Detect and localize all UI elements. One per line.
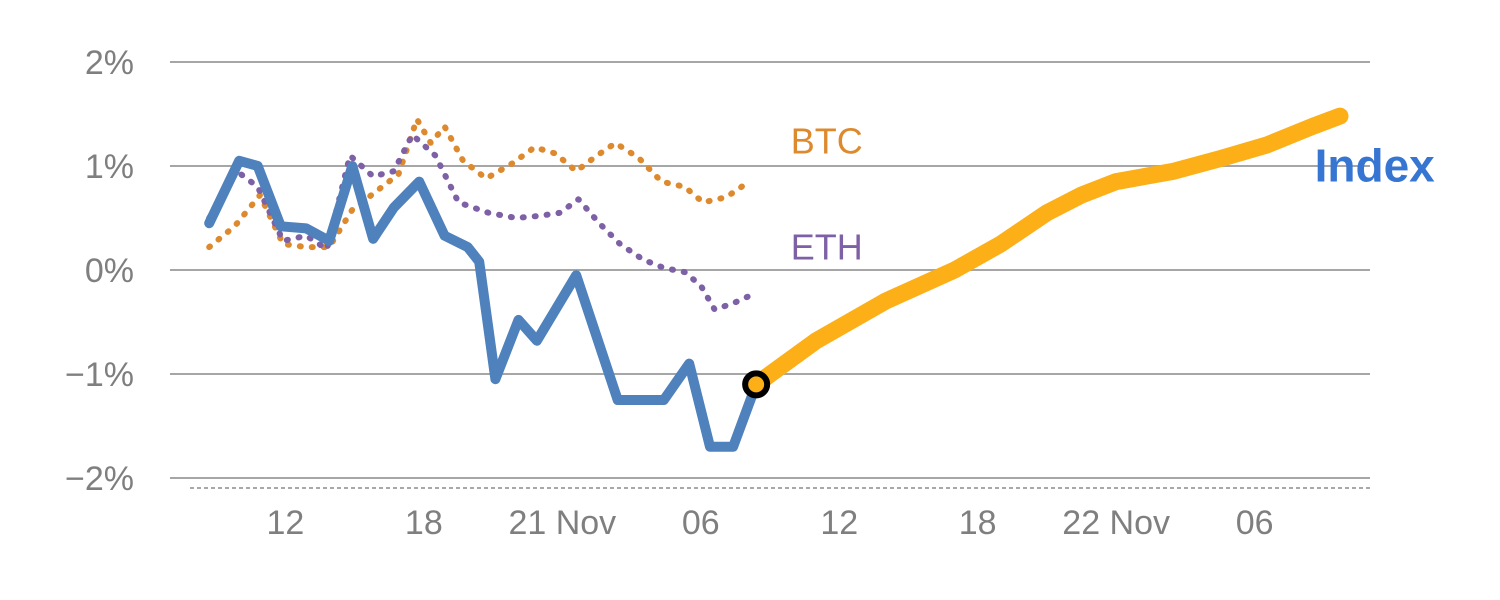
series-line-index (204, 155, 762, 452)
series-label-index: Index (1315, 140, 1436, 192)
x-axis-tick-label: 06 (682, 504, 720, 542)
y-axis-tick-label: 1% (85, 148, 134, 186)
x-axis-tick-label: 22 Nov (1062, 504, 1170, 542)
x-axis-tick-label: 18 (405, 504, 443, 542)
y-axis-tick-label: 2% (85, 44, 134, 82)
y-axis-tick-label: −2% (65, 460, 134, 498)
x-axis-tick-label: 18 (959, 504, 997, 542)
series-line-btc (206, 116, 753, 251)
series-line-eth (206, 131, 753, 313)
forecast-start-marker (742, 370, 771, 399)
y-axis-tick-label: −1% (65, 356, 134, 394)
x-axis-tick-label: 12 (266, 504, 304, 542)
x-axis-tick-label: 06 (1236, 504, 1274, 542)
series-line-index-forecast (747, 107, 1349, 393)
y-axis-tick-label: 0% (85, 252, 134, 290)
series-label-btc: BTC (791, 121, 863, 162)
x-axis-tick-label: 21 Nov (508, 504, 616, 542)
x-axis-tick-label: 12 (820, 504, 858, 542)
series-label-eth: ETH (791, 227, 863, 268)
